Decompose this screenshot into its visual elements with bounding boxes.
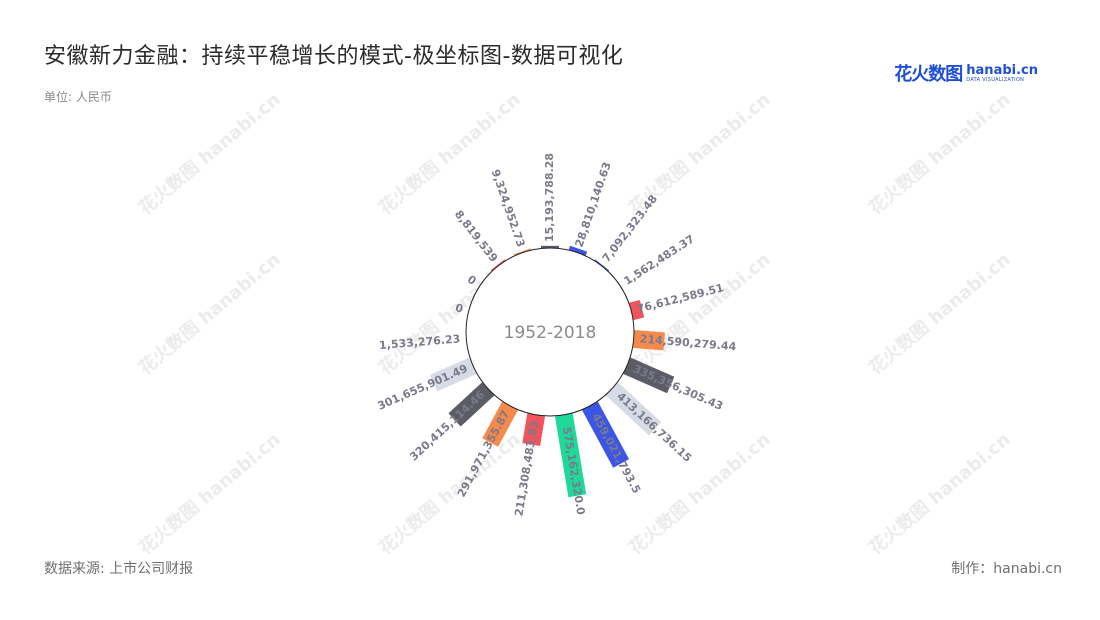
bar-value-label: 335,356,305.43 <box>631 362 725 413</box>
bar-group: 575,162,320.0 <box>554 413 588 516</box>
bar-group: 9,324,952.73 <box>489 168 532 256</box>
bar-value-label: 211,308,483.83 <box>512 420 541 518</box>
polar-bar <box>513 248 532 256</box>
bar-value-label: 1,562,483.37 <box>622 232 697 287</box>
hanabi-logo: 花火数图 hanabi.cn DATA VISUALIZATION <box>894 60 1038 86</box>
data-source: 数据来源: 上市公司财报 <box>44 561 194 577</box>
bar-value-label: 0 <box>454 301 465 316</box>
polar-bar <box>490 259 506 272</box>
bar-group: 28,810,140.63 <box>568 160 614 256</box>
polar-bar <box>482 401 518 447</box>
logo-cn-text: 花火数图 <box>894 64 963 85</box>
bar-group: 211,308,483.83 <box>512 413 546 518</box>
bar-value-label: 28,810,140.63 <box>573 160 614 248</box>
chart-title: 安徽新力金融：持续平稳增长的模式-极坐标图-数据可视化 <box>44 44 624 69</box>
bar-value-label: 8,819,539 <box>452 208 500 265</box>
polar-bar <box>623 357 675 394</box>
polar-bar <box>605 382 662 436</box>
polar-bar <box>632 329 665 351</box>
bar-group: 1,533,276.23 <box>379 332 461 352</box>
bar-value-label: 1,533,276.23 <box>379 332 461 352</box>
logo-en-text: hanabi.cn <box>966 62 1038 78</box>
bar-group: 8,819,539 <box>452 208 506 272</box>
logo-en-block: hanabi.cn DATA VISUALIZATION <box>966 64 1038 83</box>
polar-bar <box>568 245 588 256</box>
maker-credit: 制作：hanabi.cn <box>951 561 1062 577</box>
inner-circle <box>465 247 635 417</box>
bar-value-label: 459,021,793.5 <box>589 411 643 496</box>
polar-bar <box>594 259 610 272</box>
bar-group: 0 <box>454 301 465 316</box>
bar-group: 76,612,589.51 <box>629 281 726 321</box>
bar-value-label: 413,166,736.15 <box>614 390 694 465</box>
polar-bar <box>582 401 630 468</box>
bar-value-label: 76,612,589.51 <box>636 281 726 315</box>
polar-bar <box>541 245 559 248</box>
bar-value-label: 320,415,114.46 <box>407 388 487 463</box>
center-label: 1952-2018 <box>504 323 597 343</box>
bar-value-label: 7,092,323.48 <box>600 192 660 264</box>
logo-en-subtext: DATA VISUALIZATION <box>966 76 1025 83</box>
bar-group: 1,562,483.37 <box>622 232 697 287</box>
bar-group: 15,193,788.28 <box>541 153 559 248</box>
bar-group: 0 <box>465 273 479 288</box>
polar-bar <box>554 413 587 498</box>
bar-value-label: 575,162,320.0 <box>560 426 588 516</box>
bar-value-label: 0 <box>465 273 479 288</box>
polar-bar <box>522 413 546 447</box>
bar-value-label: 214,590,279.44 <box>639 332 737 353</box>
polar-bar <box>430 357 477 392</box>
bar-value-label: 15,193,788.28 <box>543 153 556 242</box>
bar-value-label: 9,324,952.73 <box>489 168 528 249</box>
bar-group: 214,590,279.44 <box>632 329 737 353</box>
unit-label: 单位: 人民币 <box>44 90 112 104</box>
bar-value-label: 301,655,901.49 <box>376 362 470 413</box>
polar-bar <box>629 299 645 321</box>
polar-bar <box>448 382 495 427</box>
